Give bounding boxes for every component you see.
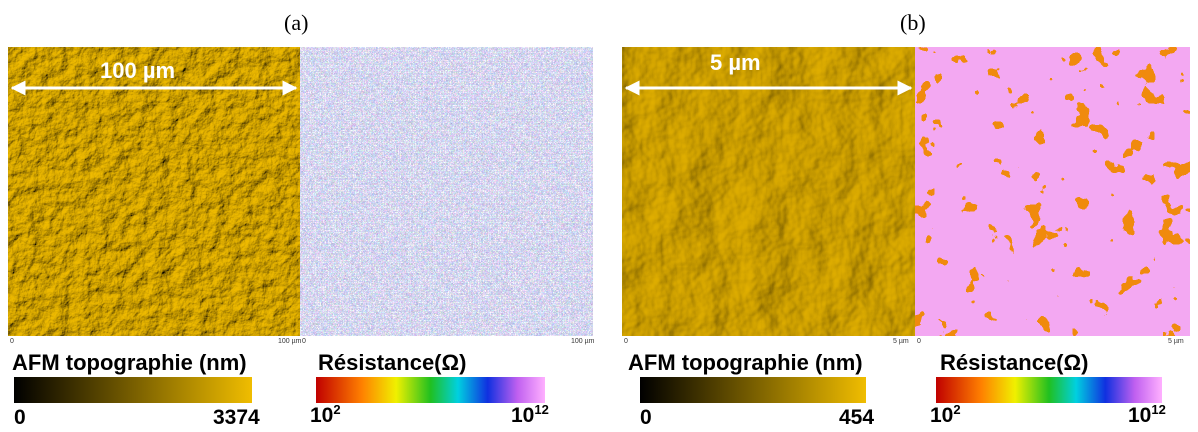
resistance-colorbar xyxy=(936,377,1162,403)
topography-colorbar xyxy=(14,377,252,403)
colorbar-max: 454 xyxy=(839,406,875,429)
colorbar-max-part: 12 xyxy=(534,402,549,417)
axis-start: 0 xyxy=(917,338,921,345)
colorbar-max: 1012 xyxy=(511,402,549,428)
colorbar-title: AFM topographie (nm) xyxy=(12,350,247,375)
scale-bar-label: 100 µm xyxy=(100,58,176,83)
resistance-image-fill xyxy=(300,47,593,336)
scale-arrow xyxy=(10,80,298,96)
colorbar-max: 1012 xyxy=(1128,402,1166,428)
resistance-image-fill xyxy=(915,47,1190,336)
colorbar-title: Résistance(Ω) xyxy=(318,350,467,375)
colorbar-min: 102 xyxy=(310,402,341,428)
axis-start: 0 xyxy=(10,338,14,345)
colorbar-min-part: 2 xyxy=(953,402,961,417)
colorbar-title: Résistance(Ω) xyxy=(940,350,1089,375)
panel-label: (a) xyxy=(284,10,309,35)
colorbar-max: 3374 xyxy=(213,406,260,429)
topography-colorbar-fill xyxy=(640,377,866,403)
colorbar-min-part: 10 xyxy=(310,404,334,427)
colorbar-min: 0 xyxy=(640,406,652,429)
colorbar-min: 102 xyxy=(930,402,961,428)
resistance-colorbar-fill xyxy=(936,377,1162,403)
panel-label: (b) xyxy=(900,10,926,35)
resistance-colorbar xyxy=(316,377,545,403)
colorbar-max-part: 12 xyxy=(1151,402,1166,417)
axis-start: 0 xyxy=(302,338,306,345)
topography-colorbar-fill xyxy=(14,377,252,403)
axis-end: 100 µm xyxy=(571,338,595,345)
axis-start: 0 xyxy=(624,338,628,345)
resistance-image xyxy=(300,47,593,336)
colorbar-title: AFM topographie (nm) xyxy=(628,350,863,375)
axis-end: 5 µm xyxy=(893,338,909,345)
resistance-image xyxy=(915,47,1190,336)
colorbar-max-part: 10 xyxy=(511,404,535,427)
axis-end: 5 µm xyxy=(1168,338,1184,345)
scale-arrow xyxy=(624,80,913,96)
colorbar-min: 0 xyxy=(14,406,26,429)
resistance-colorbar-fill xyxy=(316,377,545,403)
colorbar-min-part: 10 xyxy=(930,404,954,427)
colorbar-max-part: 10 xyxy=(1128,404,1152,427)
axis-end: 100 µm xyxy=(278,338,302,345)
colorbar-min-part: 2 xyxy=(333,402,341,417)
topography-colorbar xyxy=(640,377,866,403)
scale-bar-label: 5 µm xyxy=(710,50,761,75)
